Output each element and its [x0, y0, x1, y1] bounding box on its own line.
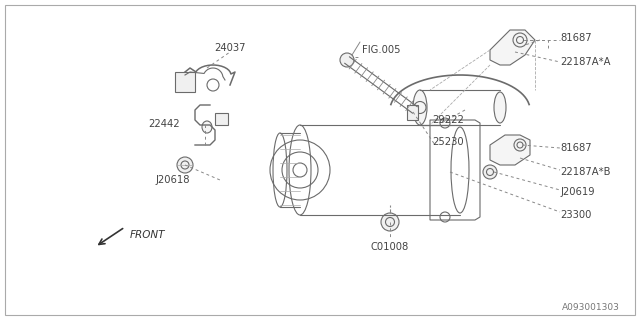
Ellipse shape — [202, 121, 212, 133]
Text: 22187A*B: 22187A*B — [560, 167, 611, 177]
Circle shape — [483, 165, 497, 179]
Text: 22442: 22442 — [148, 119, 180, 129]
Polygon shape — [175, 72, 195, 92]
Ellipse shape — [494, 92, 506, 123]
Polygon shape — [407, 105, 418, 120]
Text: FIG.005: FIG.005 — [362, 45, 401, 55]
Text: 24037: 24037 — [214, 43, 246, 53]
FancyBboxPatch shape — [5, 5, 635, 315]
Text: 81687: 81687 — [560, 33, 591, 43]
Ellipse shape — [413, 90, 427, 125]
Text: 23300: 23300 — [560, 210, 591, 220]
Text: 25230: 25230 — [432, 137, 463, 147]
Text: 22187A*A: 22187A*A — [560, 57, 611, 67]
Text: 29222: 29222 — [432, 115, 464, 125]
Text: A093001303: A093001303 — [562, 303, 620, 313]
Polygon shape — [490, 135, 530, 165]
Polygon shape — [490, 30, 535, 65]
Polygon shape — [215, 113, 228, 125]
Circle shape — [381, 213, 399, 231]
Circle shape — [340, 53, 354, 67]
Text: J20619: J20619 — [560, 187, 595, 197]
Circle shape — [177, 157, 193, 173]
Text: FRONT: FRONT — [130, 230, 166, 240]
Text: 81687: 81687 — [560, 143, 591, 153]
Text: C01008: C01008 — [371, 242, 409, 252]
Text: J20618: J20618 — [155, 175, 189, 185]
